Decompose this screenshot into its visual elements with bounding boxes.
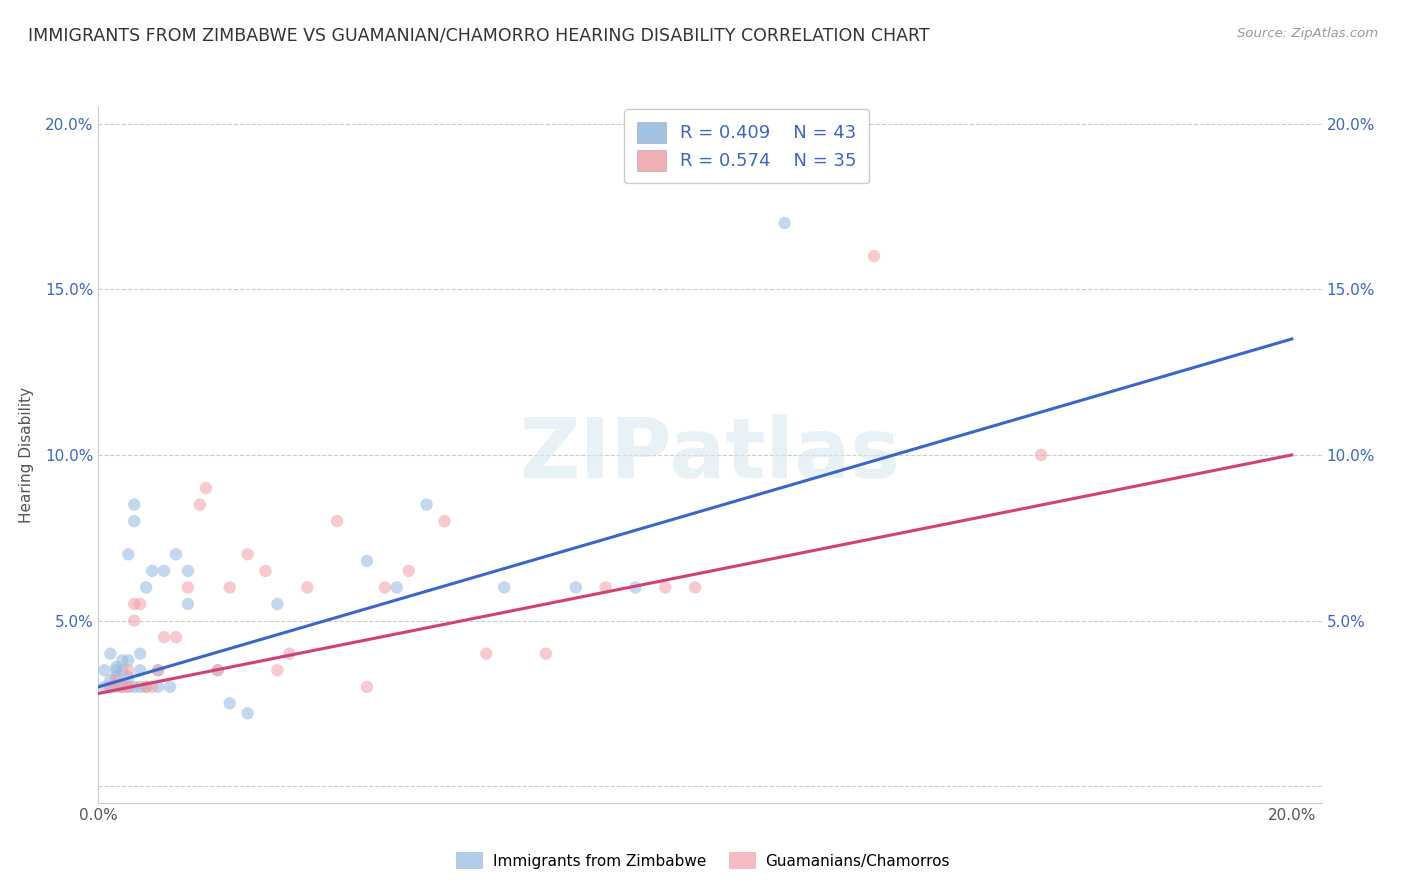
Point [93, 680, 115, 694]
Point [129, 680, 152, 694]
Point [153, 564, 176, 578]
Point [117, 653, 139, 667]
Point [177, 581, 200, 595]
Point [194, 481, 217, 495]
Point [98, 647, 121, 661]
Point [236, 547, 259, 561]
Point [654, 581, 676, 595]
Text: IMMIGRANTS FROM ZIMBABWE VS GUAMANIAN/CHAMORRO HEARING DISABILITY CORRELATION CH: IMMIGRANTS FROM ZIMBABWE VS GUAMANIAN/CH… [28, 27, 929, 45]
Point [122, 680, 145, 694]
Legend: Immigrants from Zimbabwe, Guamanians/Chamorros: Immigrants from Zimbabwe, Guamanians/Cha… [450, 846, 956, 875]
Point [297, 581, 319, 595]
Point [207, 663, 229, 677]
Point [111, 680, 134, 694]
Point [266, 663, 288, 677]
Point [385, 581, 408, 595]
Point [266, 597, 288, 611]
Point [236, 706, 259, 721]
Point [141, 564, 163, 578]
Point [415, 498, 437, 512]
Point [122, 498, 145, 512]
Point [146, 680, 169, 694]
Text: ZIPatlas: ZIPatlas [520, 415, 900, 495]
Point [122, 597, 145, 611]
Point [188, 498, 211, 512]
Point [1031, 448, 1053, 462]
Point [117, 680, 139, 694]
Point [105, 670, 128, 684]
Point [129, 647, 152, 661]
Point [374, 581, 396, 595]
Point [475, 647, 498, 661]
Point [117, 663, 139, 677]
Point [105, 673, 128, 688]
Y-axis label: Hearing Disability: Hearing Disability [20, 387, 34, 523]
Point [278, 647, 301, 661]
Point [863, 249, 886, 263]
Point [398, 564, 420, 578]
Point [98, 680, 121, 694]
Point [122, 614, 145, 628]
Point [117, 547, 139, 561]
Point [433, 514, 456, 528]
Point [111, 653, 134, 667]
Point [494, 581, 516, 595]
Text: Source: ZipAtlas.com: Source: ZipAtlas.com [1237, 27, 1378, 40]
Point [129, 597, 152, 611]
Point [98, 680, 121, 694]
Point [117, 670, 139, 684]
Point [177, 597, 200, 611]
Point [146, 663, 169, 677]
Point [165, 630, 187, 644]
Point [111, 663, 134, 677]
Point [105, 663, 128, 677]
Point [356, 554, 378, 568]
Point [122, 514, 145, 528]
Point [141, 680, 163, 694]
Point [111, 680, 134, 694]
Point [153, 630, 176, 644]
Point [254, 564, 277, 578]
Point [129, 663, 152, 677]
Point [98, 673, 121, 688]
Point [93, 663, 115, 677]
Point [105, 660, 128, 674]
Point [534, 647, 557, 661]
Point [165, 547, 187, 561]
Point [135, 581, 157, 595]
Point [177, 564, 200, 578]
Point [773, 216, 796, 230]
Point [595, 581, 617, 595]
Point [326, 514, 349, 528]
Point [159, 680, 181, 694]
Point [105, 680, 128, 694]
Point [146, 663, 169, 677]
Point [356, 680, 378, 694]
Point [218, 697, 240, 711]
Point [117, 680, 139, 694]
Point [565, 581, 588, 595]
Point [135, 680, 157, 694]
Point [207, 663, 229, 677]
Point [683, 581, 706, 595]
Point [218, 581, 240, 595]
Legend: R = 0.409    N = 43, R = 0.574    N = 35: R = 0.409 N = 43, R = 0.574 N = 35 [624, 109, 869, 184]
Point [135, 680, 157, 694]
Point [624, 581, 647, 595]
